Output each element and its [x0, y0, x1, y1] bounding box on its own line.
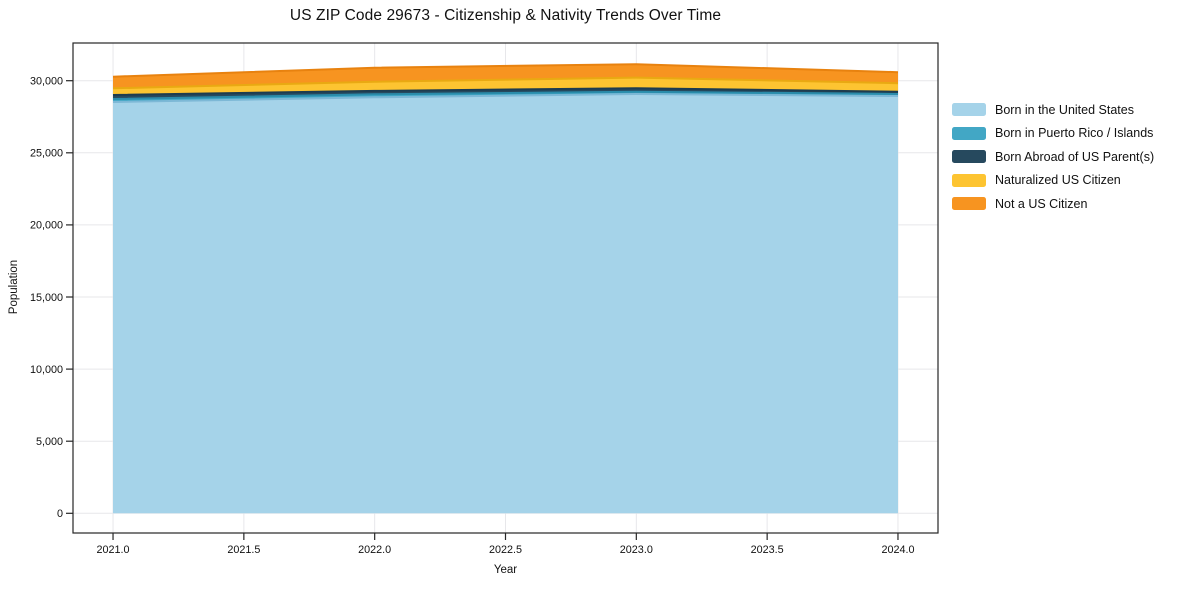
legend-item: Not a US Citizen [952, 196, 1154, 211]
legend-item: Born in the United States [952, 102, 1154, 117]
legend-item: Naturalized US Citizen [952, 173, 1154, 187]
x-axis-title: Year [493, 564, 518, 576]
area-born-in-the-united-states [113, 94, 898, 514]
legend-swatch [952, 173, 986, 187]
legend-label: Born Abroad of US Parent(s) [995, 149, 1155, 164]
y-tick-label: 20,000 [30, 220, 63, 232]
legend-swatch [952, 126, 986, 140]
x-tick-label: 2023.0 [620, 544, 653, 556]
legend-label: Naturalized US Citizen [995, 173, 1121, 187]
legend-item: Born in Puerto Rico / Islands [952, 126, 1154, 140]
area-naturalized-us-citizen [113, 77, 898, 95]
edge-born-in-the-united-states [112, 93, 899, 103]
edge-not-a-us-citizen [112, 63, 899, 78]
chart-title: US ZIP Code 29673 - Citizenship & Nativi… [289, 7, 722, 24]
y-tick-label: 30,000 [30, 76, 63, 88]
edge-naturalized-us-citizen [112, 76, 899, 90]
legend-swatch [952, 197, 986, 210]
x-tick-label: 2024.0 [881, 544, 914, 556]
legend-item: Born Abroad of US Parent(s) [952, 149, 1155, 164]
edge-born-abroad-of-us-parent-s- [112, 87, 899, 96]
legend-label: Born in Puerto Rico / Islands [995, 126, 1154, 140]
legend-label: Born in the United States [995, 102, 1134, 117]
legend-swatch [952, 103, 986, 116]
x-tick-label: 2023.5 [751, 544, 784, 556]
x-tick-label: 2022.0 [358, 544, 391, 556]
y-tick-label: 0 [57, 508, 63, 520]
x-tick-label: 2021.0 [97, 544, 130, 556]
y-tick-label: 5,000 [36, 436, 63, 448]
y-tick-label: 15,000 [30, 292, 63, 304]
x-tick-label: 2021.5 [227, 544, 260, 556]
y-axis-title: Population [8, 259, 20, 315]
x-tick-label: 2022.5 [489, 544, 522, 556]
edge-born-in-puerto-rico-islands [112, 90, 899, 100]
legend-label: Not a US Citizen [995, 196, 1088, 211]
area-born-abroad-of-us-parent-s- [113, 88, 898, 99]
legend: Born in the United States Born in Puerto … [952, 102, 1155, 211]
y-tick-label: 10,000 [30, 364, 63, 376]
y-tick-label: 25,000 [30, 148, 63, 160]
legend-swatch [952, 150, 986, 163]
